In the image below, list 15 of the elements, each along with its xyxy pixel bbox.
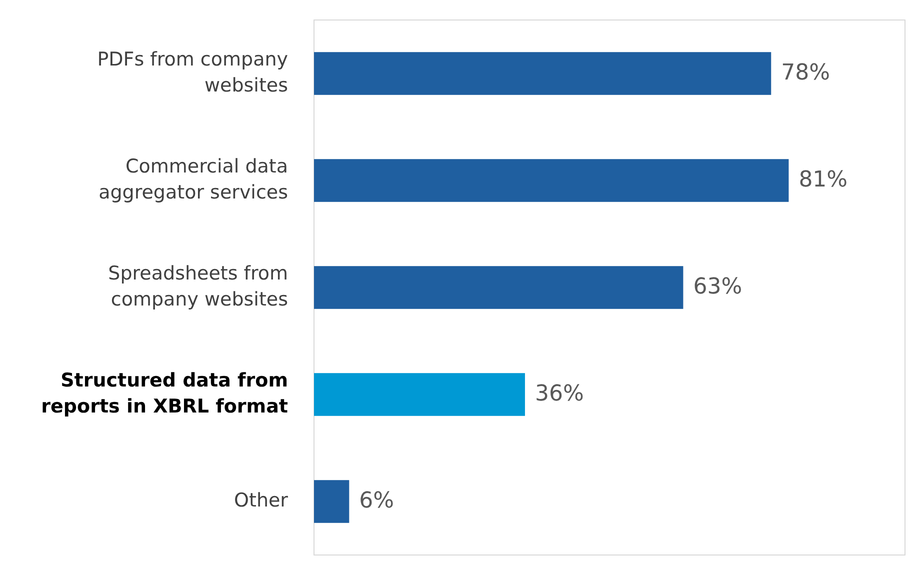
- bar: [314, 159, 789, 202]
- data-label: 36%: [534, 382, 584, 407]
- bar: [314, 52, 772, 95]
- y-tick-label: Other: [234, 490, 288, 512]
- data-label: 81%: [798, 168, 848, 193]
- data-label: 6%: [359, 488, 394, 514]
- data-label: 78%: [781, 60, 830, 86]
- y-tick-label: Structured data from reports in XBRL format: [41, 370, 288, 418]
- y-tick-label: Commercial data aggregator services: [98, 156, 288, 204]
- bar: [314, 266, 684, 309]
- bar: [314, 480, 350, 523]
- y-tick-label: Spreadsheets from company websites: [108, 262, 288, 311]
- y-tick-label: PDFs from company websites: [97, 48, 288, 97]
- bar: [314, 373, 525, 416]
- data-label: 63%: [693, 274, 742, 300]
